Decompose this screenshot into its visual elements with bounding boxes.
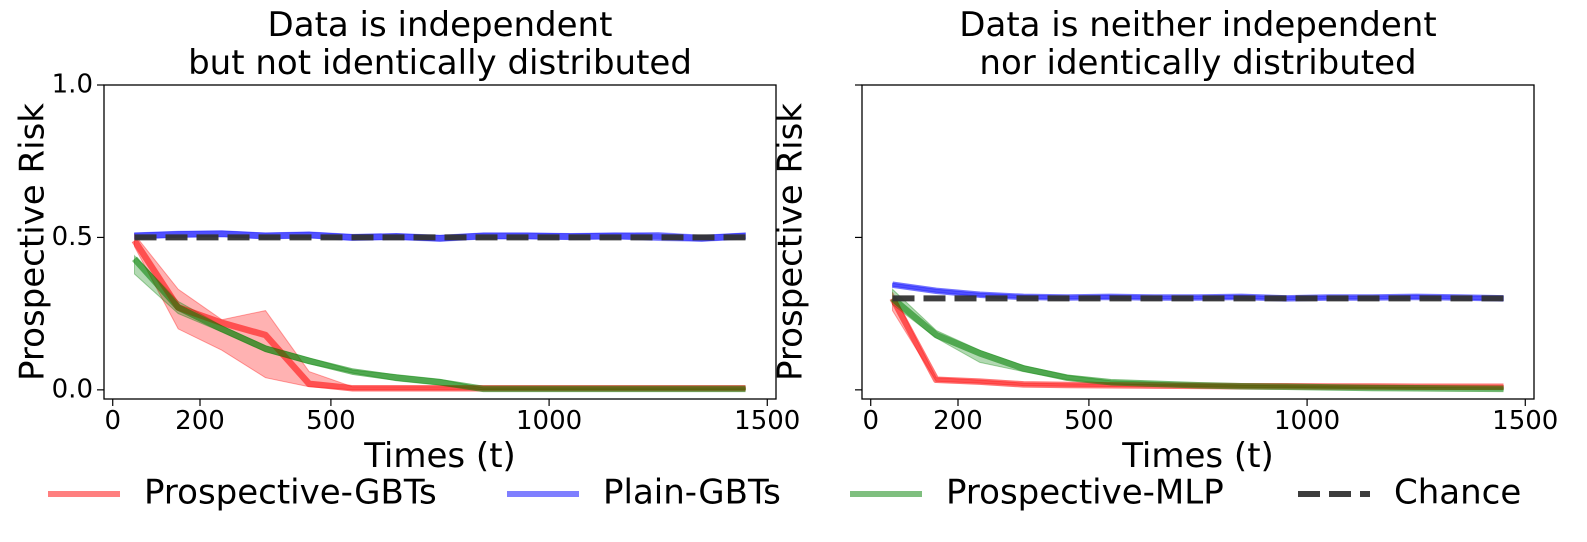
plot-area — [889, 281, 1504, 393]
legend-item: Plain-GBTs — [507, 473, 781, 513]
legend-item: Chance — [1298, 473, 1521, 513]
x-axis-label: Times (t) — [1121, 436, 1274, 476]
chart-title-line: Data is independent — [268, 5, 613, 45]
legend-label: Prospective-MLP — [946, 473, 1224, 513]
x-tick-label: 0 — [862, 406, 879, 436]
chart-title-line: but not identically distributed — [188, 43, 692, 83]
legend: Prospective-GBTs Plain-GBTs Prospective-ML… — [48, 473, 1521, 513]
x-tick-label: 500 — [306, 406, 356, 436]
legend-item: Prospective-MLP — [850, 473, 1224, 513]
plot-area — [131, 230, 746, 393]
x-tick-label: 1000 — [516, 406, 582, 436]
y-tick-label: 1.0 — [52, 70, 93, 100]
x-tick-label: 200 — [175, 406, 225, 436]
legend-label: Plain-GBTs — [603, 473, 781, 513]
legend-label: Prospective-GBTs — [144, 473, 437, 513]
y-tick-label: 0.5 — [52, 222, 93, 252]
line-prospective-gbts — [889, 296, 1504, 391]
x-tick-label: 200 — [933, 406, 983, 436]
x-tick-label: 1500 — [734, 406, 800, 436]
chart-title-line: Data is neither independent — [959, 5, 1436, 45]
x-tick-label: 1500 — [1492, 406, 1558, 436]
line-prospective-mlp — [890, 295, 1504, 393]
x-tick-label: 0 — [104, 406, 121, 436]
y-tick-label: 0.0 — [52, 374, 93, 404]
axes-frame — [861, 84, 1535, 400]
x-axis-label: Times (t) — [363, 436, 516, 476]
x-tick-label: 500 — [1064, 406, 1114, 436]
x-tick-label: 1000 — [1274, 406, 1340, 436]
chart-title-line: nor identically distributed — [979, 43, 1416, 83]
y-axis-label: Prospective Risk — [13, 103, 53, 381]
line-prospective-mlp — [132, 256, 746, 393]
line-plain-gbts — [892, 281, 1504, 302]
line-prospective-gbts — [131, 238, 746, 392]
y-axis-label: Prospective Risk — [771, 103, 811, 381]
line-plain-gbts — [134, 230, 746, 242]
axes-frame — [103, 84, 777, 400]
legend-label: Chance — [1394, 473, 1521, 513]
band-prospective-gbts — [892, 292, 1504, 389]
legend-item: Prospective-GBTs — [48, 473, 437, 513]
band-prospective-mlp — [892, 288, 1504, 391]
band-prospective-gbts — [134, 232, 746, 391]
